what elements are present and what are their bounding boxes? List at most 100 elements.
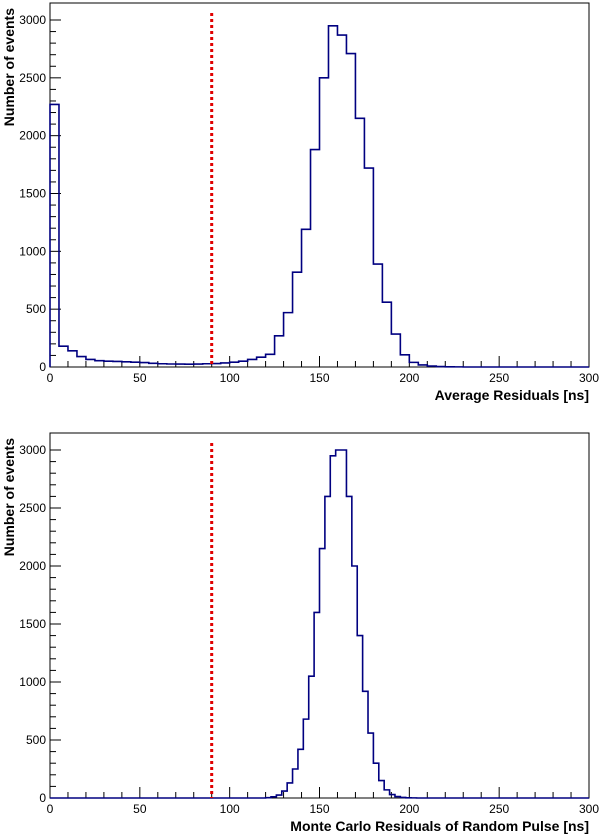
histogram-bin [384, 790, 389, 798]
y-tick-label: 0 [39, 791, 46, 805]
x-tick-label: 50 [133, 802, 147, 816]
histogram-bin [59, 346, 68, 367]
histogram-bin [379, 781, 384, 798]
histogram-bin [275, 336, 284, 367]
y-tick-label: 0 [39, 360, 46, 374]
histogram-bin [320, 78, 329, 367]
y-tick-label: 1500 [19, 617, 46, 631]
histogram-bin [409, 362, 418, 367]
histogram-bin [284, 313, 293, 367]
histogram-bin [293, 272, 302, 367]
histogram-bin [364, 168, 373, 367]
histogram-bin [113, 361, 122, 367]
histogram-bin [194, 364, 203, 367]
histogram-bin [418, 365, 427, 367]
histogram-panel-monte-carlo-residuals: 0 50 100 150 200 250 3000500100015002000250030… [1, 432, 599, 834]
histogram-bin [86, 359, 95, 367]
histogram-bin [427, 366, 436, 367]
histogram-bin [50, 104, 59, 367]
histogram-bin [390, 795, 395, 798]
y-axis-title: Number of events [1, 8, 17, 126]
histogram-bin [373, 264, 382, 367]
x-tick-label: 300 [579, 371, 599, 385]
histogram-bin [328, 26, 337, 367]
y-tick-label: 1000 [19, 675, 46, 689]
x-tick-label: 200 [399, 371, 419, 385]
histogram-bin [276, 795, 281, 798]
histogram-bin [357, 636, 362, 798]
histogram-bin [122, 362, 131, 367]
histogram-bin [368, 733, 373, 798]
histogram-bin [77, 357, 86, 367]
y-tick-label: 3000 [19, 443, 46, 457]
histogram-bin [302, 229, 311, 367]
histogram-bin [104, 361, 113, 367]
histogram-bin [346, 54, 355, 367]
histogram-bin [266, 354, 275, 367]
y-tick-label: 1000 [19, 244, 46, 258]
y-axis-title: Number of events [1, 438, 17, 556]
histogram-bin [346, 496, 351, 798]
y-tick-label: 500 [26, 733, 46, 747]
histogram-bin [337, 35, 346, 367]
histogram-bin [293, 769, 298, 798]
histogram-bin [298, 749, 303, 798]
histogram-bin [325, 496, 330, 798]
x-tick-label: 0 [47, 371, 54, 385]
x-tick-label: 250 [489, 802, 509, 816]
histogram-bin [158, 364, 167, 367]
histogram-bin [140, 363, 149, 367]
histogram-bin [352, 566, 357, 798]
histogram-bin [68, 351, 77, 367]
histogram-bin [257, 357, 266, 367]
histogram-bin [212, 364, 221, 367]
y-tick-label: 2500 [19, 501, 46, 515]
histogram-bin [271, 797, 276, 798]
x-tick-label: 0 [47, 802, 54, 816]
histogram-bin [248, 359, 257, 367]
histogram-bin [400, 797, 405, 798]
histogram-bin [400, 355, 409, 367]
histogram-bin [282, 791, 287, 798]
x-tick-label: 150 [309, 371, 329, 385]
histogram-bin [341, 450, 346, 798]
x-tick-label: 300 [579, 802, 599, 816]
histogram-bin [320, 549, 325, 798]
histogram-outline [50, 449, 589, 799]
histogram-panel-average-residuals: 0 50 100 150 200 250 3000500100015002000250030… [1, 2, 599, 403]
histogram-bin [149, 363, 158, 367]
histogram-bin [95, 361, 104, 367]
histogram-bin [221, 363, 230, 367]
x-tick-label: 150 [309, 802, 329, 816]
x-axis-title: Monte Carlo Residuals of Random Pulse [n… [290, 818, 589, 834]
histogram-bin [363, 691, 368, 798]
histogram-bin [314, 612, 319, 798]
histogram-bin [382, 302, 391, 367]
histogram-bin [287, 783, 292, 798]
y-tick-label: 1500 [19, 187, 46, 201]
x-tick-label: 200 [399, 802, 419, 816]
histogram-bin [391, 334, 400, 367]
histogram-bin [330, 456, 335, 798]
histogram-bin [373, 763, 378, 798]
y-tick-label: 3000 [19, 13, 46, 27]
histogram-bin [309, 676, 314, 798]
histogram-bin [395, 797, 400, 798]
x-tick-label: 100 [220, 371, 240, 385]
histogram-bin [336, 450, 341, 798]
histogram-bin [311, 150, 320, 367]
histogram-bin [239, 361, 248, 367]
histogram-bin [167, 364, 176, 367]
x-tick-label: 250 [489, 371, 509, 385]
histogram-bin [131, 362, 140, 367]
histogram-bin [303, 719, 308, 798]
x-tick-label: 50 [133, 371, 147, 385]
x-axis-title: Average Residuals [ns] [435, 387, 589, 403]
y-tick-label: 500 [26, 302, 46, 316]
x-tick-label: 100 [220, 802, 240, 816]
histogram-bin [176, 364, 185, 367]
histogram-bin [230, 362, 239, 367]
histogram-outline [49, 24, 589, 368]
y-tick-label: 2500 [19, 71, 46, 85]
